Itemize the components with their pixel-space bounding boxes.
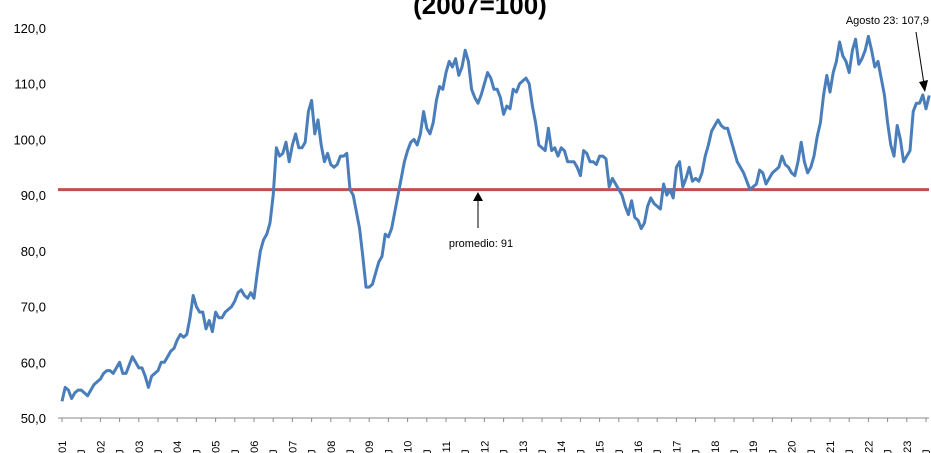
x-tick-label: E.18	[710, 441, 722, 453]
x-tick-label: E.13	[518, 441, 530, 453]
x-tick-label: E.07	[287, 441, 299, 453]
x-tick-label: E.10	[403, 441, 415, 453]
x-tick-label: J	[191, 449, 203, 453]
x-tick-label: E.09	[364, 441, 376, 453]
annotation: Agosto 23: 107,9	[846, 15, 929, 27]
annotation: promedio: 91	[449, 238, 513, 250]
data-line	[60, 34, 931, 402]
x-tick-label: J	[76, 449, 88, 453]
x-tick-label: E.08	[326, 441, 338, 453]
x-tick-label: J	[383, 449, 395, 453]
y-tick-label: 80,0	[21, 244, 46, 259]
x-tick-label: J	[499, 449, 511, 453]
x-tick-label: E.04	[172, 441, 184, 453]
x-tick-label: E.17	[671, 441, 683, 453]
x-tick-label: E.20	[787, 441, 799, 453]
x-tick-label: J	[767, 449, 779, 453]
x-tick-label: E.11	[441, 441, 453, 453]
x-tick-label: E.22	[863, 441, 875, 453]
x-tick-label: E.02	[95, 441, 107, 453]
y-tick-label: 50,0	[21, 411, 46, 426]
x-tick-label: J	[844, 449, 856, 453]
y-tick-label: 90,0	[21, 188, 46, 203]
x-tick-label: J	[883, 449, 895, 453]
x-tick-label: J	[691, 449, 703, 453]
x-tick-label: E.12	[479, 441, 491, 453]
x-tick-label: E.15	[595, 441, 607, 453]
x-tick-label: E.21	[825, 441, 837, 453]
x-tick-label: E.06	[249, 441, 261, 453]
y-tick-label: 120,0	[13, 21, 46, 36]
x-tick-label: J	[307, 449, 319, 453]
x-tick-label: J	[729, 449, 741, 453]
y-tick-label: 60,0	[21, 355, 46, 370]
x-tick-label: E.05	[211, 441, 223, 453]
y-tick-label: 110,0	[14, 77, 46, 92]
x-tick-label: J	[268, 449, 280, 453]
y-tick-label: 100,0	[13, 132, 46, 147]
annotation-arrowhead	[919, 80, 928, 92]
x-tick-label: J	[230, 449, 242, 453]
x-tick-label: J	[537, 449, 549, 453]
x-tick-label: J	[345, 449, 357, 453]
x-tick-label: J	[806, 449, 818, 453]
annotation-arrowhead	[473, 192, 483, 201]
x-tick-label: J	[115, 449, 127, 453]
x-tick-label: E.19	[748, 441, 760, 453]
x-tick-label: J	[422, 449, 434, 453]
x-tick-label: J	[575, 449, 587, 453]
x-tick-label: J	[460, 449, 472, 453]
x-tick-label: E.01	[57, 441, 69, 453]
y-tick-label: 70,0	[21, 300, 46, 315]
chart-title: (2007=100)	[413, 0, 547, 20]
x-tick-label: J	[153, 449, 165, 453]
x-tick-label: E.03	[134, 441, 146, 453]
x-tick-label: E.16	[633, 441, 645, 453]
x-tick-label: J	[652, 449, 664, 453]
x-tick-label: J	[614, 449, 626, 453]
annotation-arrow	[915, 31, 925, 85]
x-tick-label: E.14	[556, 441, 568, 453]
x-tick-label: J	[921, 449, 931, 453]
x-tick-label: E.23	[902, 441, 914, 453]
